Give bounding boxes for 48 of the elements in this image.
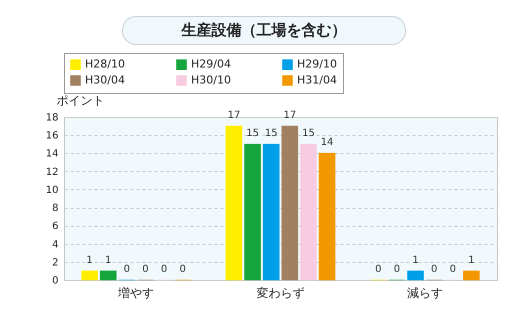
- bar: [81, 270, 98, 280]
- legend-label: H30/10: [191, 74, 231, 86]
- y-tick-label: 0: [52, 276, 58, 286]
- data-label: 0: [394, 264, 400, 275]
- x-tick-label: 減らす: [406, 286, 443, 300]
- data-label: 0: [450, 264, 456, 275]
- y-tick-label: 14: [46, 148, 58, 160]
- data-label: 0: [180, 264, 186, 275]
- data-label: 0: [124, 264, 130, 275]
- bar: [318, 152, 336, 280]
- data-label: 0: [160, 264, 168, 275]
- legend-label: H29/10: [297, 58, 337, 71]
- y-tick-label: 12: [46, 166, 58, 178]
- legend-label: H31/04: [297, 74, 337, 86]
- x-tick-label: 増やす: [117, 286, 154, 300]
- data-label: 1: [86, 254, 93, 266]
- legend-label: H29/04: [191, 58, 231, 71]
- y-tick-label: 4: [52, 239, 58, 250]
- bar: [244, 144, 261, 280]
- data-label: 14: [320, 137, 334, 148]
- data-label: 1: [412, 254, 419, 266]
- data-label: 1: [105, 254, 112, 266]
- bar: [100, 270, 117, 280]
- data-label: 1: [468, 254, 475, 266]
- data-label: 15: [246, 128, 259, 140]
- y-tick-label: 8: [52, 203, 58, 214]
- data-label: 17: [283, 110, 296, 122]
- legend-label: H28/10: [85, 58, 125, 71]
- data-label: 0: [430, 264, 438, 275]
- bar: [463, 270, 480, 280]
- chart-title: 生産設備（工場を含む）: [122, 16, 406, 45]
- y-tick-label: 2: [52, 257, 58, 268]
- data-label: 15: [264, 128, 278, 140]
- bar: [407, 270, 424, 280]
- bar: [262, 144, 280, 280]
- data-label: 15: [302, 128, 315, 140]
- y-axis-title: ポイント: [56, 94, 104, 108]
- bar: [300, 144, 317, 280]
- data-label: 0: [142, 264, 149, 275]
- bar: [282, 126, 298, 280]
- legend-label: H30/04: [85, 74, 125, 86]
- data-label: 0: [375, 264, 382, 275]
- y-tick-label: 16: [46, 130, 58, 142]
- y-tick-label: 10: [46, 184, 58, 196]
- y-tick-label: 6: [52, 221, 58, 232]
- data-label: 17: [228, 110, 240, 122]
- y-tick-label: 18: [46, 112, 58, 124]
- bar: [226, 126, 242, 280]
